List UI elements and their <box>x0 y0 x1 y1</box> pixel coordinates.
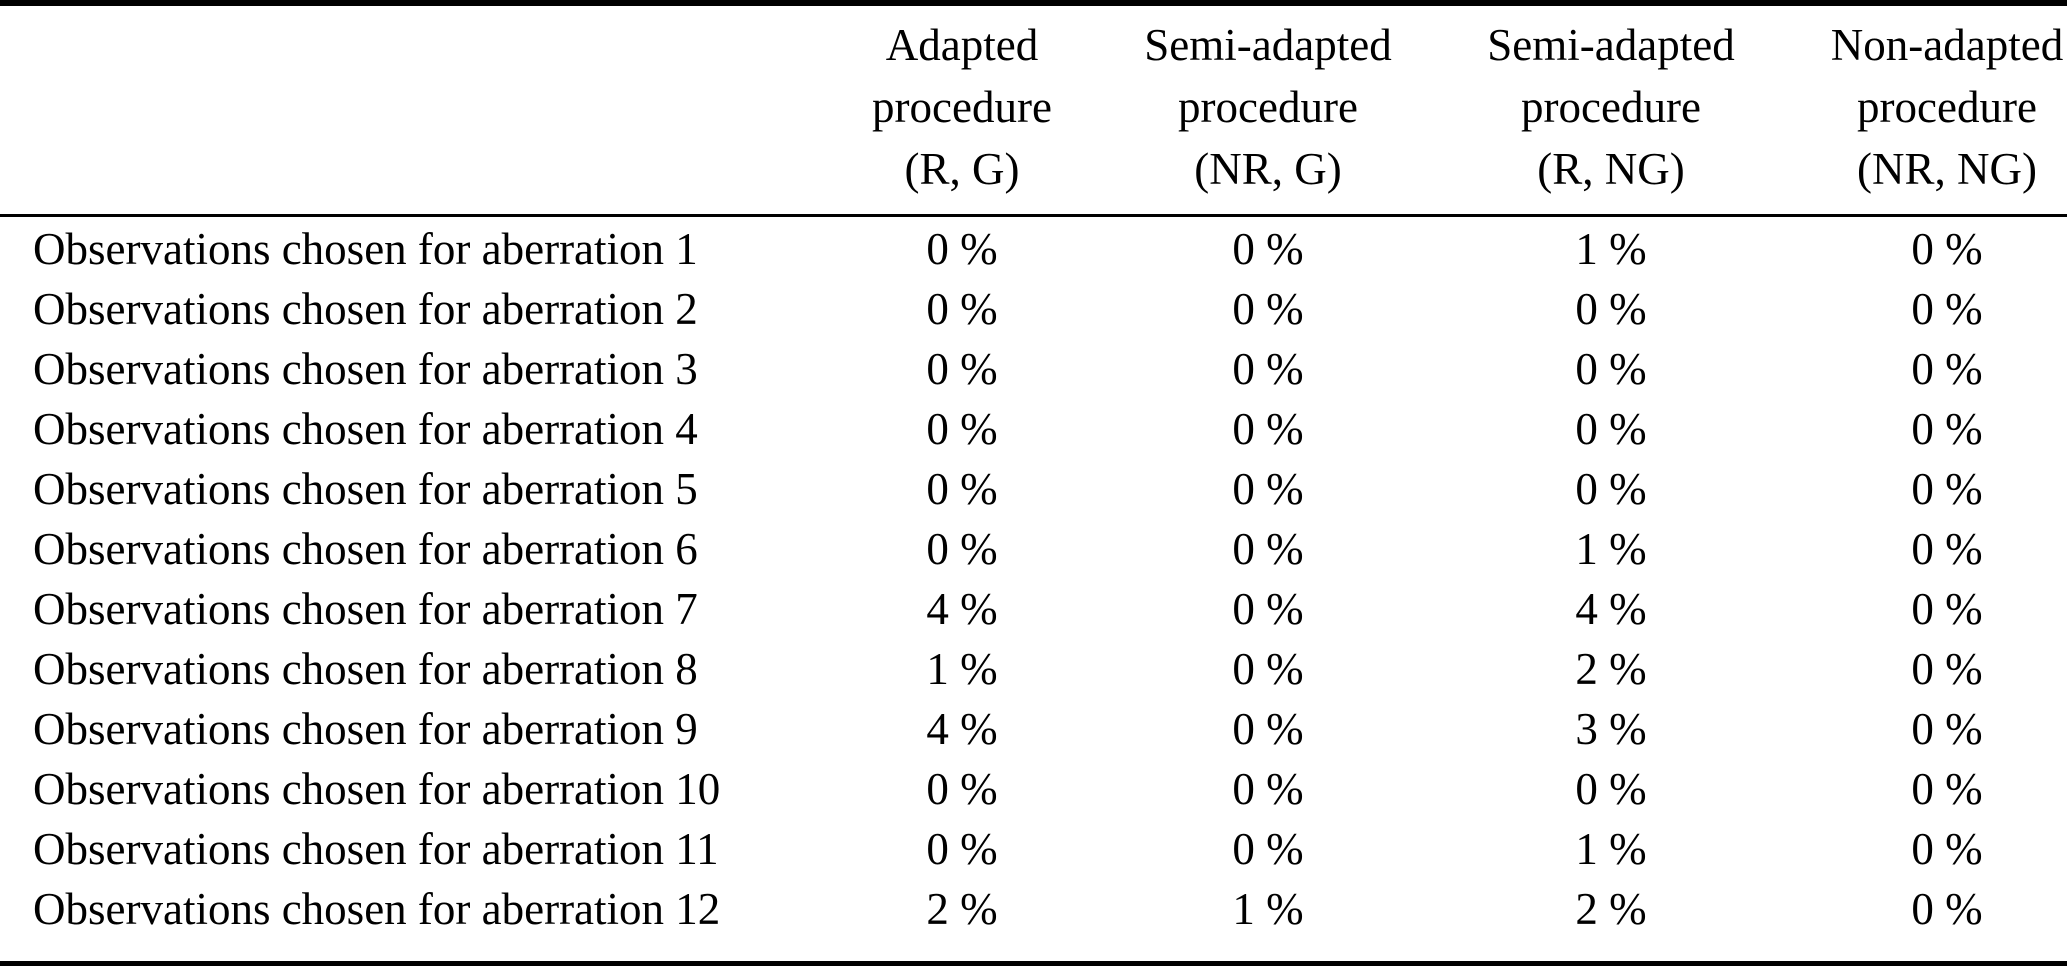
value-cell: 0 % <box>1911 524 1983 574</box>
value-cell: 0 % <box>1232 284 1304 334</box>
value-cell: 0 % <box>1911 644 1983 694</box>
row-label: Observations chosen for aberration 4 <box>33 404 698 454</box>
row-label: Observations chosen for aberration 11 <box>33 824 719 874</box>
col-header-semi-adapted-nr-g: Semi-adapted procedure (NR, G) <box>1141 3 1395 217</box>
row-label: Observations chosen for aberration 8 <box>33 644 698 694</box>
value-cell: 0 % <box>926 224 998 274</box>
value-cell: 0 % <box>1911 884 1983 934</box>
value-cell: 4 % <box>926 704 998 754</box>
value-cell: 0 % <box>926 824 998 874</box>
value-cell: 2 % <box>1575 884 1647 934</box>
value-cell: 0 % <box>1911 284 1983 334</box>
value-cell: 1 % <box>926 644 998 694</box>
value-cell: 0 % <box>926 764 998 814</box>
row-label: Observations chosen for aberration 9 <box>33 704 698 754</box>
table-row: Observations chosen for aberration 5 0 % 0… <box>0 459 2067 519</box>
value-cell: 0 % <box>1232 824 1304 874</box>
table-header-row: Adapted procedure (R, G) Semi-adapted pr… <box>0 3 2067 217</box>
row-label: Observations chosen for aberration 7 <box>33 584 698 634</box>
value-cell: 1 % <box>1232 884 1304 934</box>
value-cell: 0 % <box>1232 704 1304 754</box>
col-header-non-adapted-nr-ng: Non-adapted procedure (NR, NG) <box>1827 3 2067 217</box>
value-cell: 0 % <box>1911 224 1983 274</box>
value-cell: 0 % <box>1911 464 1983 514</box>
value-cell: 0 % <box>1911 704 1983 754</box>
value-cell: 0 % <box>1232 764 1304 814</box>
value-cell: 0 % <box>926 524 998 574</box>
value-cell: 0 % <box>1911 764 1983 814</box>
value-cell: 2 % <box>926 884 998 934</box>
col-header-stub <box>0 3 783 217</box>
value-cell: 1 % <box>1575 824 1647 874</box>
table-row: Observations chosen for aberration 4 0 % 0… <box>0 399 2067 459</box>
value-cell: 0 % <box>1232 404 1304 454</box>
value-cell: 0 % <box>1911 404 1983 454</box>
value-cell: 2 % <box>1575 644 1647 694</box>
table-header: Adapted procedure (R, G) Semi-adapted pr… <box>0 3 2067 217</box>
value-cell: 0 % <box>1911 584 1983 634</box>
table-row: Observations chosen for aberration 7 4 % 0… <box>0 579 2067 639</box>
value-cell: 3 % <box>1575 704 1647 754</box>
value-cell: 0 % <box>1232 524 1304 574</box>
row-label: Observations chosen for aberration 6 <box>33 524 698 574</box>
value-cell: 1 % <box>1575 524 1647 574</box>
value-cell: 4 % <box>1575 584 1647 634</box>
table-row: Observations chosen for aberration 11 0 %… <box>0 819 2067 879</box>
value-cell: 0 % <box>1232 344 1304 394</box>
value-cell: 0 % <box>1575 344 1647 394</box>
table-row: Observations chosen for aberration 3 0 % 0… <box>0 339 2067 399</box>
value-cell: 0 % <box>1232 464 1304 514</box>
table-row: Observations chosen for aberration 8 1 % 0… <box>0 639 2067 699</box>
value-cell: 0 % <box>1575 404 1647 454</box>
col-header-semi-adapted-r-ng: Semi-adapted procedure (R, NG) <box>1395 3 1827 217</box>
value-cell: 0 % <box>1232 644 1304 694</box>
value-cell: 0 % <box>926 284 998 334</box>
table-row: Observations chosen for aberration 1 0 % 0… <box>0 216 2067 280</box>
value-cell: 0 % <box>1575 284 1647 334</box>
table-row: Observations chosen for aberration 2 0 % 0… <box>0 279 2067 339</box>
value-cell: 0 % <box>926 344 998 394</box>
value-cell: 0 % <box>1232 224 1304 274</box>
value-cell: 0 % <box>1575 764 1647 814</box>
value-cell: 1 % <box>1575 224 1647 274</box>
table-body: Observations chosen for aberration 1 0 % 0… <box>0 216 2067 964</box>
row-label: Observations chosen for aberration 5 <box>33 464 698 514</box>
row-label: Observations chosen for aberration 1 <box>33 224 698 274</box>
row-label: Observations chosen for aberration 12 <box>33 884 721 934</box>
value-cell: 0 % <box>926 464 998 514</box>
col-header-adapted-r-g: Adapted procedure (R, G) <box>783 3 1141 217</box>
value-cell: 0 % <box>926 404 998 454</box>
table-row: Observations chosen for aberration 6 0 % 0… <box>0 519 2067 579</box>
value-cell: 4 % <box>926 584 998 634</box>
value-cell: 0 % <box>1232 584 1304 634</box>
row-label: Observations chosen for aberration 10 <box>33 764 721 814</box>
table-row: Observations chosen for aberration 10 0 %… <box>0 759 2067 819</box>
row-label: Observations chosen for aberration 3 <box>33 344 698 394</box>
row-label: Observations chosen for aberration 2 <box>33 284 698 334</box>
value-cell: 0 % <box>1911 824 1983 874</box>
table-row: Observations chosen for aberration 9 4 % 0… <box>0 699 2067 759</box>
table-row: Observations chosen for aberration 12 2 %… <box>0 879 2067 964</box>
value-cell: 0 % <box>1575 464 1647 514</box>
value-cell: 0 % <box>1911 344 1983 394</box>
